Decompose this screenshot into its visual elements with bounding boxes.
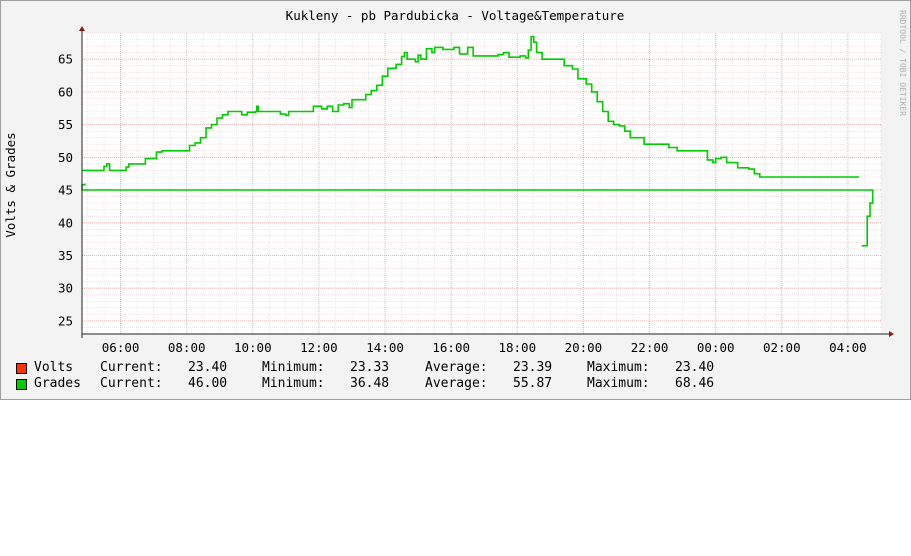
y-tick-label: 35	[58, 248, 73, 263]
legend-current-value: 46.00	[188, 376, 228, 391]
y-tick-labels: 25 30 35 40 45 50 55 60 65	[58, 52, 73, 329]
legend: Volts Current: 23.40 Minimum: 23.33 Aver…	[16, 360, 714, 392]
legend-maximum-value: 68.46	[675, 376, 715, 391]
y-tick-label: 25	[58, 313, 73, 328]
y-tick-label: 30	[58, 281, 73, 296]
legend-current-value: 23.40	[188, 360, 228, 375]
legend-average-label: Average:	[425, 376, 488, 391]
x-tick-label: 12:00	[300, 340, 338, 355]
legend-row-volts: Volts Current: 23.40 Minimum: 23.33 Aver…	[16, 360, 714, 376]
legend-series-name: Grades	[34, 376, 81, 391]
grades-swatch	[16, 379, 27, 390]
legend-row-grades: Grades Current: 46.00 Minimum: 36.48 Ave…	[16, 376, 714, 392]
y-tick-label: 65	[58, 52, 73, 67]
legend-minimum-value: 36.48	[350, 376, 390, 391]
legend-series-name: Volts	[34, 360, 74, 375]
legend-minimum-label: Minimum:	[262, 360, 325, 375]
minor-grid	[82, 32, 882, 335]
x-tick-label: 10:00	[234, 340, 272, 355]
x-tick-label: 22:00	[631, 340, 669, 355]
x-tick-label: 06:00	[102, 340, 140, 355]
legend-minimum-value: 23.33	[350, 360, 390, 375]
x-axis-arrow	[889, 331, 894, 337]
major-grid	[82, 33, 881, 334]
legend-average-label: Average:	[425, 360, 488, 375]
legend-maximum-label: Maximum:	[587, 376, 650, 391]
legend-average-value: 23.39	[513, 360, 553, 375]
y-tick-label: 50	[58, 150, 73, 165]
y-tick-label: 60	[58, 84, 73, 99]
y-tick-label: 40	[58, 215, 73, 230]
legend-current-label: Current:	[100, 360, 163, 375]
x-tick-label: 04:00	[829, 340, 867, 355]
chart-svg: 25 30 35 40 45 50 55 60 65 06:00 08:00 10:00 12:00 1…	[3, 8, 907, 355]
legend-maximum-value: 23.40	[675, 360, 715, 375]
y-tick-label: 45	[58, 183, 73, 198]
x-tick-label: 20:00	[565, 340, 603, 355]
plot-area	[82, 33, 881, 334]
legend-maximum-label: Maximum:	[587, 360, 650, 375]
volts-swatch	[16, 363, 27, 374]
x-tick-label: 08:00	[168, 340, 206, 355]
y-axis-arrow	[79, 26, 85, 31]
x-tick-labels: 06:00 08:00 10:00 12:00 14:00 16:00 18:00 20:00…	[102, 340, 867, 355]
legend-minimum-label: Minimum:	[262, 376, 325, 391]
grades-line	[82, 35, 859, 178]
x-tick-label: 18:00	[498, 340, 536, 355]
y-tick-label: 55	[58, 117, 73, 132]
legend-average-value: 55.87	[513, 376, 553, 391]
legend-current-label: Current:	[100, 376, 163, 391]
axes	[79, 26, 894, 338]
x-tick-label: 14:00	[366, 340, 404, 355]
rrdtool-watermark: RRDTOOL / TOBI OETIKER	[898, 10, 907, 116]
chart-title: Kukleny - pb Pardubicka - Voltage&Temper…	[286, 8, 625, 23]
x-tick-label: 02:00	[763, 340, 801, 355]
x-tick-label: 00:00	[697, 340, 735, 355]
x-tick-label: 16:00	[432, 340, 470, 355]
y-axis-label: Volts & Grades	[3, 132, 18, 237]
